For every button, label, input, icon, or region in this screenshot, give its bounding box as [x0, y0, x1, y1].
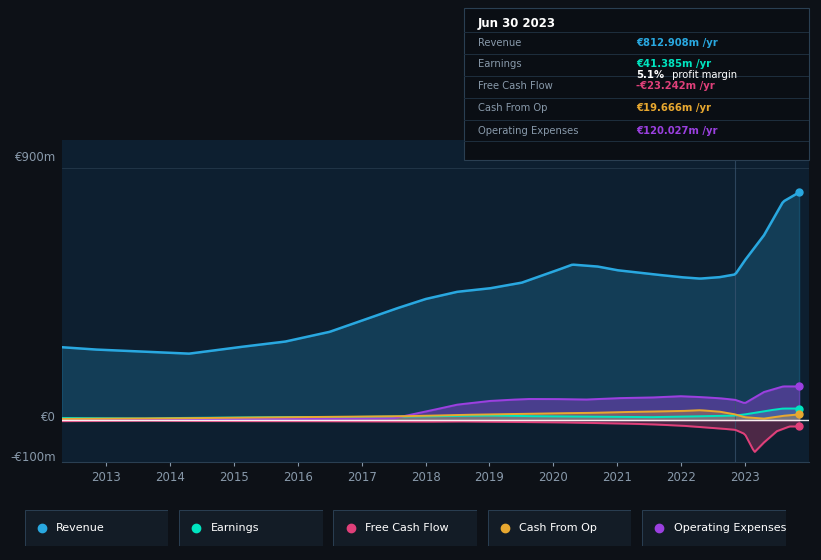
FancyBboxPatch shape	[488, 510, 631, 546]
FancyBboxPatch shape	[464, 8, 809, 160]
Text: €120.027m /yr: €120.027m /yr	[636, 126, 718, 136]
FancyBboxPatch shape	[333, 510, 477, 546]
Text: Earnings: Earnings	[210, 523, 259, 533]
Text: Cash From Op: Cash From Op	[519, 523, 597, 533]
Text: Free Cash Flow: Free Cash Flow	[365, 523, 448, 533]
Text: Free Cash Flow: Free Cash Flow	[478, 81, 553, 91]
FancyBboxPatch shape	[642, 510, 786, 546]
Text: €19.666m /yr: €19.666m /yr	[636, 103, 711, 113]
Text: Jun 30 2023: Jun 30 2023	[478, 17, 556, 30]
Text: Earnings: Earnings	[478, 59, 521, 69]
Text: 5.1%: 5.1%	[636, 70, 664, 80]
FancyBboxPatch shape	[179, 510, 323, 546]
FancyBboxPatch shape	[25, 510, 168, 546]
Text: Operating Expenses: Operating Expenses	[478, 126, 578, 136]
Text: Cash From Op: Cash From Op	[478, 103, 547, 113]
Text: €812.908m /yr: €812.908m /yr	[636, 38, 718, 48]
Text: Revenue: Revenue	[478, 38, 521, 48]
Text: Revenue: Revenue	[56, 523, 105, 533]
Text: -€100m: -€100m	[10, 451, 56, 464]
Text: €900m: €900m	[15, 151, 56, 164]
Text: Operating Expenses: Operating Expenses	[673, 523, 786, 533]
Text: -€23.242m /yr: -€23.242m /yr	[636, 81, 715, 91]
Text: profit margin: profit margin	[669, 70, 737, 80]
Text: €0: €0	[41, 410, 56, 424]
Text: €41.385m /yr: €41.385m /yr	[636, 59, 712, 69]
